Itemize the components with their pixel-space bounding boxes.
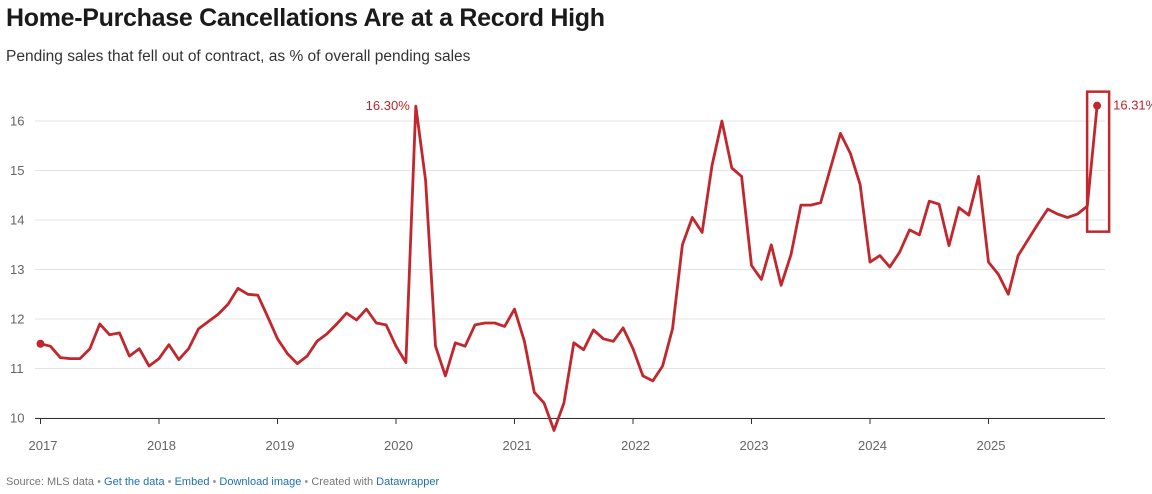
x-tick-label: 2024	[858, 438, 887, 453]
annotations: 16.30% 16.31%	[366, 90, 1152, 233]
chart-footer: Source: MLS data • Get the data • Embed …	[6, 476, 439, 488]
x-axis-ticks: 2017 2018 2019 2020 2021 2022 2023 2024 2025	[29, 419, 1006, 453]
x-tick-label: 2020	[384, 438, 413, 453]
get-data-link[interactable]: Get the data	[104, 476, 165, 488]
x-tick-label: 2025	[977, 438, 1006, 453]
y-tick-label: 13	[10, 262, 24, 277]
x-tick-label: 2023	[740, 438, 769, 453]
x-tick-label: 2017	[29, 438, 58, 453]
created-with-text: Created with	[311, 476, 374, 488]
separator: •	[167, 476, 172, 488]
y-tick-label: 12	[10, 312, 24, 327]
embed-link[interactable]: Embed	[174, 476, 210, 488]
y-tick-label: 11	[10, 361, 24, 376]
x-tick-label: 2019	[266, 438, 295, 453]
y-tick-label: 14	[10, 213, 24, 228]
separator: •	[212, 476, 217, 488]
y-tick-label: 16	[10, 114, 24, 129]
series-layer	[36, 101, 1102, 432]
separator: •	[97, 476, 101, 488]
start-point	[36, 339, 45, 348]
datawrapper-link[interactable]: Datawrapper	[376, 476, 440, 488]
chart-title: Home-Purchase Cancellations Are at a Rec…	[6, 4, 605, 32]
source-note: Source: MLS data	[6, 476, 95, 488]
x-tick-label: 2022	[621, 438, 650, 453]
y-tick-label: 10	[10, 411, 24, 426]
highlight-box	[1085, 90, 1111, 233]
x-tick-label: 2018	[147, 438, 176, 453]
end-point	[1093, 101, 1102, 110]
data-label: 16.31%	[1113, 98, 1152, 113]
separator: •	[304, 476, 309, 488]
chart-subtitle: Pending sales that fell out of contract,…	[6, 48, 471, 65]
series-line	[39, 104, 1099, 432]
data-label: 16.30%	[366, 98, 411, 113]
download-image-link[interactable]: Download image	[219, 476, 302, 488]
y-tick-label: 15	[10, 163, 24, 178]
y-axis-ticks: 10 11 12 13 14 15 16	[10, 114, 24, 426]
x-tick-label: 2021	[503, 438, 532, 453]
